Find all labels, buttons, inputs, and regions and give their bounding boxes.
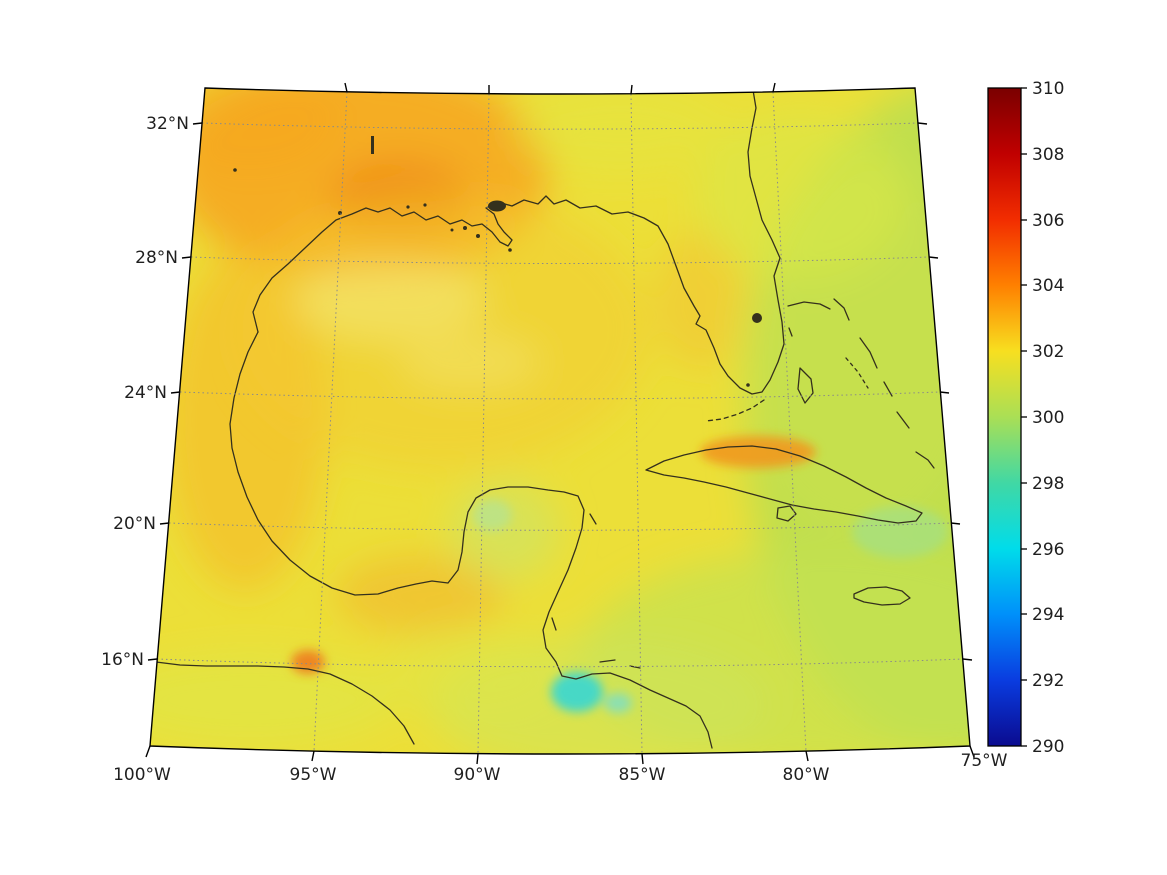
warm-patch-cuba xyxy=(700,436,816,468)
colorbar-tick-label: 302 xyxy=(1032,342,1064,362)
coastline-cozumel xyxy=(589,513,597,525)
lon-tick-label: 100°W xyxy=(113,765,171,785)
tick-left xyxy=(170,391,181,394)
graticule xyxy=(156,91,964,755)
tick-left xyxy=(192,122,203,125)
lat-tick-label: 24°N xyxy=(124,383,167,403)
tick-bottom xyxy=(311,750,315,762)
colorbar-tick-label: 300 xyxy=(1032,408,1064,428)
marsh-speckles xyxy=(233,168,750,387)
coastline-us-gulf-florida xyxy=(252,89,785,395)
coastline-isle-of-youth xyxy=(776,505,797,522)
tick-bottom xyxy=(145,745,151,758)
tick-bottom xyxy=(805,750,809,762)
lake-pontchartrain xyxy=(488,200,506,212)
meridian-90w xyxy=(477,93,490,755)
tick-bottom xyxy=(969,745,975,758)
cool-spot-yucatan xyxy=(472,499,512,531)
lon-tick-label: 90°W xyxy=(454,765,501,785)
tick-left xyxy=(159,522,170,525)
pale-streak-west xyxy=(295,260,485,340)
coastline-pacific-mexico xyxy=(155,661,415,745)
warm-spot-tehuantepec xyxy=(291,650,325,674)
lon-tick-label: 95°W xyxy=(290,765,337,785)
tick-left xyxy=(181,256,192,259)
tick-right xyxy=(962,658,973,661)
parallel-16n xyxy=(156,658,964,668)
colorbar-tick-label: 306 xyxy=(1032,211,1064,231)
warm-tint-florida-west xyxy=(655,230,745,370)
tick-right xyxy=(950,522,961,525)
colorbar-ticks xyxy=(1021,87,1027,747)
tick-top xyxy=(630,84,633,95)
cool-spot-honduras xyxy=(604,693,632,713)
map-frame xyxy=(149,87,971,755)
tick-right xyxy=(917,122,928,125)
colorbar-tick-label: 304 xyxy=(1032,276,1064,296)
parallel-24n xyxy=(179,391,941,400)
tick-bottom xyxy=(641,753,644,765)
tint-north-center xyxy=(510,88,730,176)
colorbar-tick-label: 308 xyxy=(1032,145,1064,165)
river-mark xyxy=(371,136,374,154)
colorbar-tick-label: 294 xyxy=(1032,605,1064,625)
tick-bottom xyxy=(476,753,479,765)
tick-right xyxy=(939,391,950,394)
lon-tick-labels: 100°W 95°W 90°W 85°W 80°W 75°W xyxy=(113,751,1008,785)
colorbar-tick-label: 298 xyxy=(1032,474,1064,494)
coastline-cuba xyxy=(645,445,923,524)
meridian-80w xyxy=(772,91,807,752)
tick-right xyxy=(928,256,939,259)
lat-tick-label: 32°N xyxy=(146,114,189,134)
inland-water-and-marsh xyxy=(233,136,762,387)
coastline-jamaica xyxy=(853,586,911,606)
coastline-bay-islands xyxy=(599,659,641,669)
lon-tick-label: 85°W xyxy=(619,765,666,785)
lat-tick-label: 16°N xyxy=(101,650,144,670)
colorbar-tick-label: 290 xyxy=(1032,737,1064,757)
warm-tint-campeche xyxy=(335,555,505,635)
meridian-85w xyxy=(630,93,643,755)
lake-okeechobee xyxy=(752,313,762,323)
pale-streak-center xyxy=(400,334,540,390)
colorbar-tick-label: 296 xyxy=(1032,540,1064,560)
cool-spot-guatemala xyxy=(551,672,603,712)
lat-tick-label: 20°N xyxy=(113,514,156,534)
parallel-28n xyxy=(190,256,930,264)
lat-tick-label: 28°N xyxy=(135,248,178,268)
lat-tick-labels: 32°N 28°N 24°N 20°N 16°N xyxy=(101,114,189,670)
colorbar-tick-labels: 310 308 306 304 302 300 298 296 294 292 … xyxy=(1032,79,1064,757)
lon-tick-label: 80°W xyxy=(783,765,830,785)
cool-spot-windward-passage xyxy=(852,506,948,558)
frame-ticks xyxy=(145,82,975,765)
tick-top xyxy=(344,82,348,93)
tint-guatemala-land xyxy=(380,627,560,717)
colorbar: 310 308 306 304 302 300 298 296 294 292 … xyxy=(987,79,1064,757)
meridian-95w xyxy=(313,91,348,752)
tick-top xyxy=(772,82,776,93)
colorbar-tick-label: 310 xyxy=(1032,79,1064,99)
lon-tick-label: 75°W xyxy=(961,751,1008,771)
tick-left xyxy=(147,658,158,661)
coastlines xyxy=(155,89,935,749)
colorbar-bar xyxy=(987,87,1022,747)
coastline-florida-keys xyxy=(705,399,765,422)
tint-southwest-land xyxy=(150,652,400,748)
coastline-mexico-yucatan-honduras xyxy=(229,331,713,749)
coastline-belize-cays xyxy=(551,617,557,631)
colorbar-tick-label: 292 xyxy=(1032,671,1064,691)
coastline-bahamas xyxy=(787,298,935,469)
